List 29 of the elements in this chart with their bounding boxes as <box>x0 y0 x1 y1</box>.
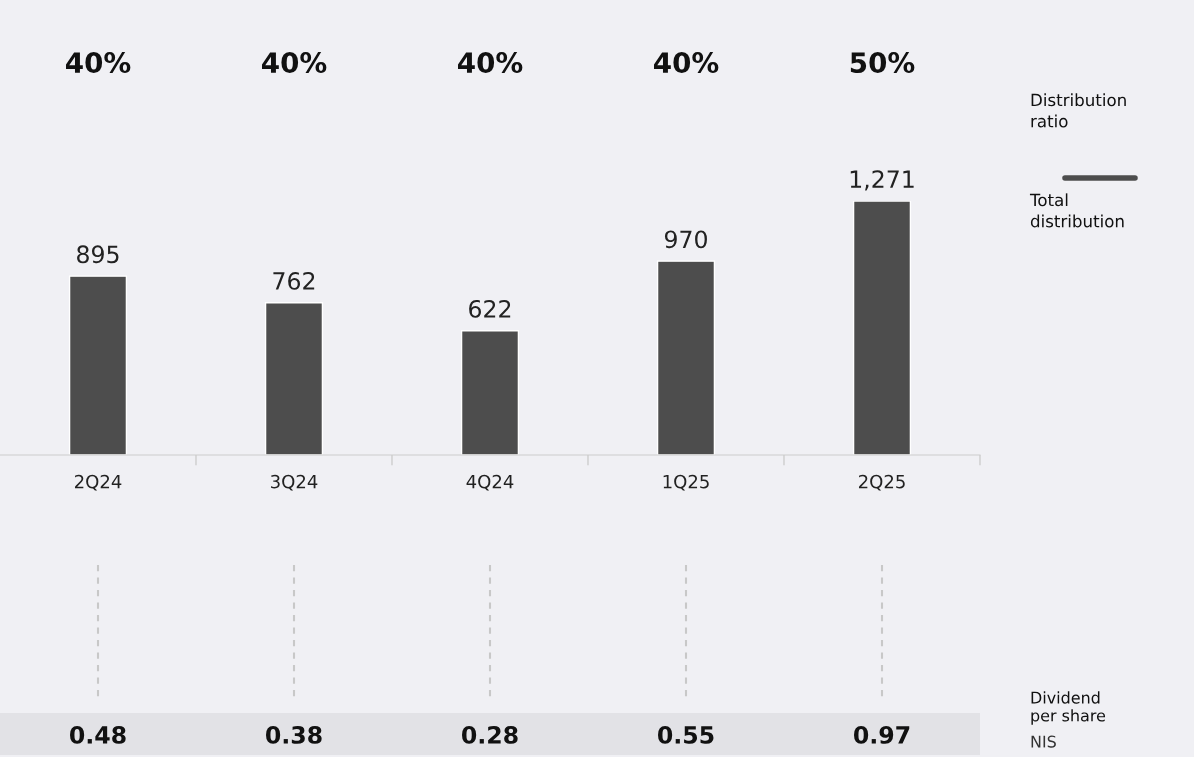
text: 40% <box>262 52 327 74</box>
data-label: 895 <box>77 245 119 264</box>
data-label: 1,271 <box>850 170 914 191</box>
x-tick-label: 4Q24 <box>466 474 514 491</box>
bar <box>264 302 324 455</box>
bar <box>460 330 520 455</box>
text: 0.48 <box>70 725 126 744</box>
x-tick-label: 2Q25 <box>858 474 905 491</box>
text: 0.28 <box>462 725 518 744</box>
data-label: 762 <box>273 271 315 290</box>
bar <box>68 275 128 455</box>
text: Total distribution <box>1029 193 1124 228</box>
text: Dividend per share <box>1031 691 1106 725</box>
text: 50% <box>850 52 915 74</box>
text: 40% <box>458 52 523 74</box>
x-tick-label: 1Q25 <box>663 474 709 491</box>
data-label: 970 <box>664 230 707 249</box>
text: 40% <box>654 52 719 74</box>
text: 40% <box>66 52 131 74</box>
bar <box>656 260 716 455</box>
x-tick-label: 2Q24 <box>74 474 122 491</box>
data-label: 622 <box>469 299 511 318</box>
x-tick-label: 3Q24 <box>271 474 318 491</box>
text: 0.55 <box>658 725 714 744</box>
bar <box>852 201 912 455</box>
text: 0.38 <box>266 725 322 744</box>
text: Distribution ratio <box>1031 93 1126 128</box>
text: 0.97 <box>854 725 910 744</box>
text: NIS <box>1031 735 1056 748</box>
